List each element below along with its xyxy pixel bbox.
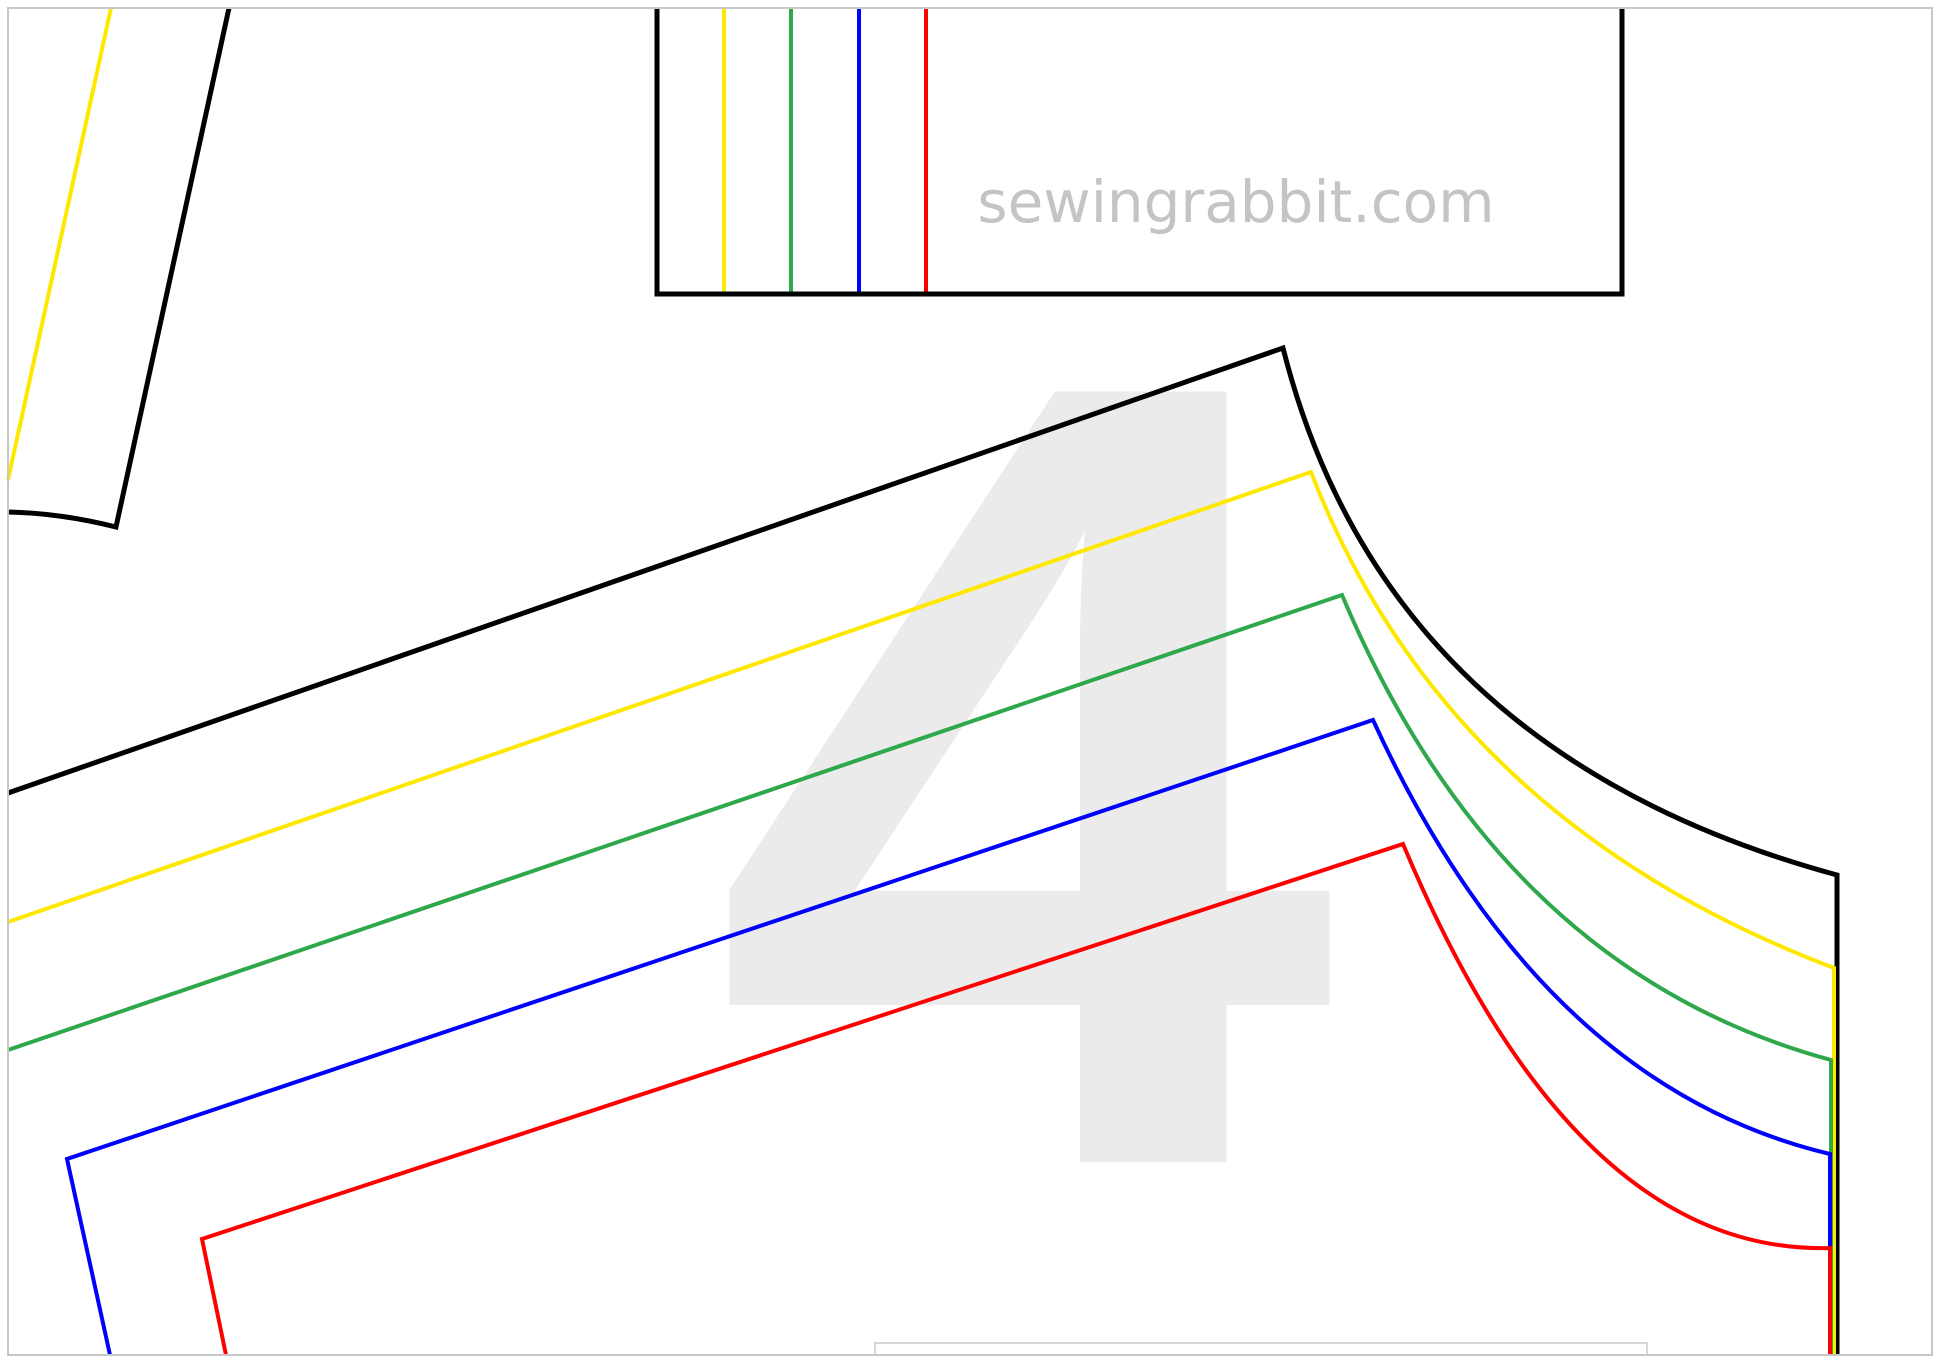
top-band-piece: [654, 8, 1625, 297]
top-left-piece: [6, 7, 232, 531]
size-line-red: [199, 841, 1832, 1356]
size-outline-black: [7, 344, 1840, 1355]
main-pattern-piece: [7, 344, 1840, 1356]
size-line-green: [7, 592, 1833, 1355]
watermark-text: sewingrabbit.com: [977, 168, 1494, 236]
top-left-yellow-line: [6, 7, 113, 481]
page-number: 4: [713, 149, 1343, 1364]
top-band-outline: [654, 8, 1625, 297]
top-left-outline: [7, 7, 232, 531]
size-line-blue: [64, 717, 1832, 1356]
page-border: [7, 7, 1933, 1356]
size-line-yellow: [7, 469, 1836, 1355]
tape-strip: [874, 1342, 1648, 1356]
